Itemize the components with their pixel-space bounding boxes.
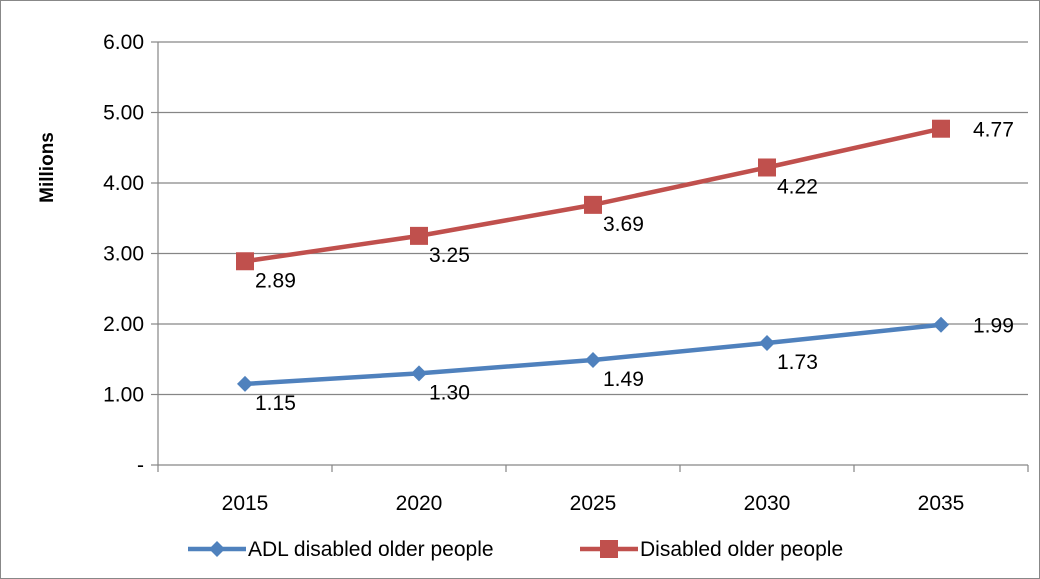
data-point-adl-disabled-older-people-2025 (585, 351, 601, 368)
data-point-adl-disabled-older-people-2030 (759, 335, 775, 352)
axes: - 1.00 2.00 3.00 4.00 5.00 6.00 2015 2020 2025 203… (103, 31, 1029, 515)
data-label-adl-disabled-older-people-2025: 1.49 (603, 368, 644, 391)
legend-marker-adl-disabled-older-people (209, 541, 225, 557)
legend-label-adl-disabled-older-people: ADL disabled older people (248, 538, 494, 561)
y-tick-label-5: 5.00 (103, 102, 144, 125)
data-label-disabled-older-people-2025: 3.69 (603, 213, 644, 236)
data-label-adl-disabled-older-people-2035: 1.99 (973, 315, 1014, 338)
y-tick-label-3: 3.00 (103, 243, 144, 266)
data-labels: 1.15 1.30 1.49 1.73 1.99 2.89 3.25 3.69 4.22 4.77 (255, 119, 1014, 415)
legend-marker-disabled-older-people (600, 540, 618, 558)
x-tick-label-2030: 2030 (744, 492, 791, 515)
legend-label-disabled-older-people: Disabled older people (640, 538, 843, 561)
series-line-disabled-older-people (244, 126, 942, 264)
data-label-disabled-older-people-2020: 3.25 (429, 244, 470, 267)
x-tick-label-2035: 2035 (918, 492, 965, 515)
legend: ADL disabled older people Disabled older … (188, 538, 843, 561)
x-tick-label-2025: 2025 (570, 492, 617, 515)
data-label-disabled-older-people-2030: 4.22 (777, 175, 818, 198)
data-label-adl-disabled-older-people-2015: 1.15 (255, 392, 296, 415)
data-label-adl-disabled-older-people-2020: 1.30 (429, 381, 470, 404)
y-axis-title: Millions (37, 132, 58, 203)
y-tick-label-4: 4.00 (103, 172, 144, 195)
series-lines (236, 119, 950, 392)
gridlines (158, 41, 1028, 396)
data-point-disabled-older-people-2035 (932, 119, 950, 138)
data-point-adl-disabled-older-people-2020 (411, 365, 427, 382)
data-label-disabled-older-people-2015: 2.89 (255, 269, 296, 292)
data-point-disabled-older-people-2025 (584, 195, 602, 214)
data-point-disabled-older-people-2015 (236, 252, 254, 271)
data-label-adl-disabled-older-people-2030: 1.73 (777, 351, 818, 374)
data-point-disabled-older-people-2020 (410, 226, 428, 245)
y-tick-label-2: 2.00 (103, 313, 144, 336)
data-point-disabled-older-people-2030 (758, 158, 776, 177)
y-tick-label-0: - (137, 454, 144, 477)
data-point-adl-disabled-older-people-2035 (933, 316, 949, 333)
data-point-adl-disabled-older-people-2015 (237, 375, 253, 392)
data-label-disabled-older-people-2035: 4.77 (973, 119, 1014, 142)
y-tick-label-6: 6.00 (103, 31, 144, 54)
x-tick-label-2015: 2015 (222, 492, 269, 515)
y-tick-label-1: 1.00 (103, 384, 144, 407)
x-tick-label-2020: 2020 (396, 492, 443, 515)
